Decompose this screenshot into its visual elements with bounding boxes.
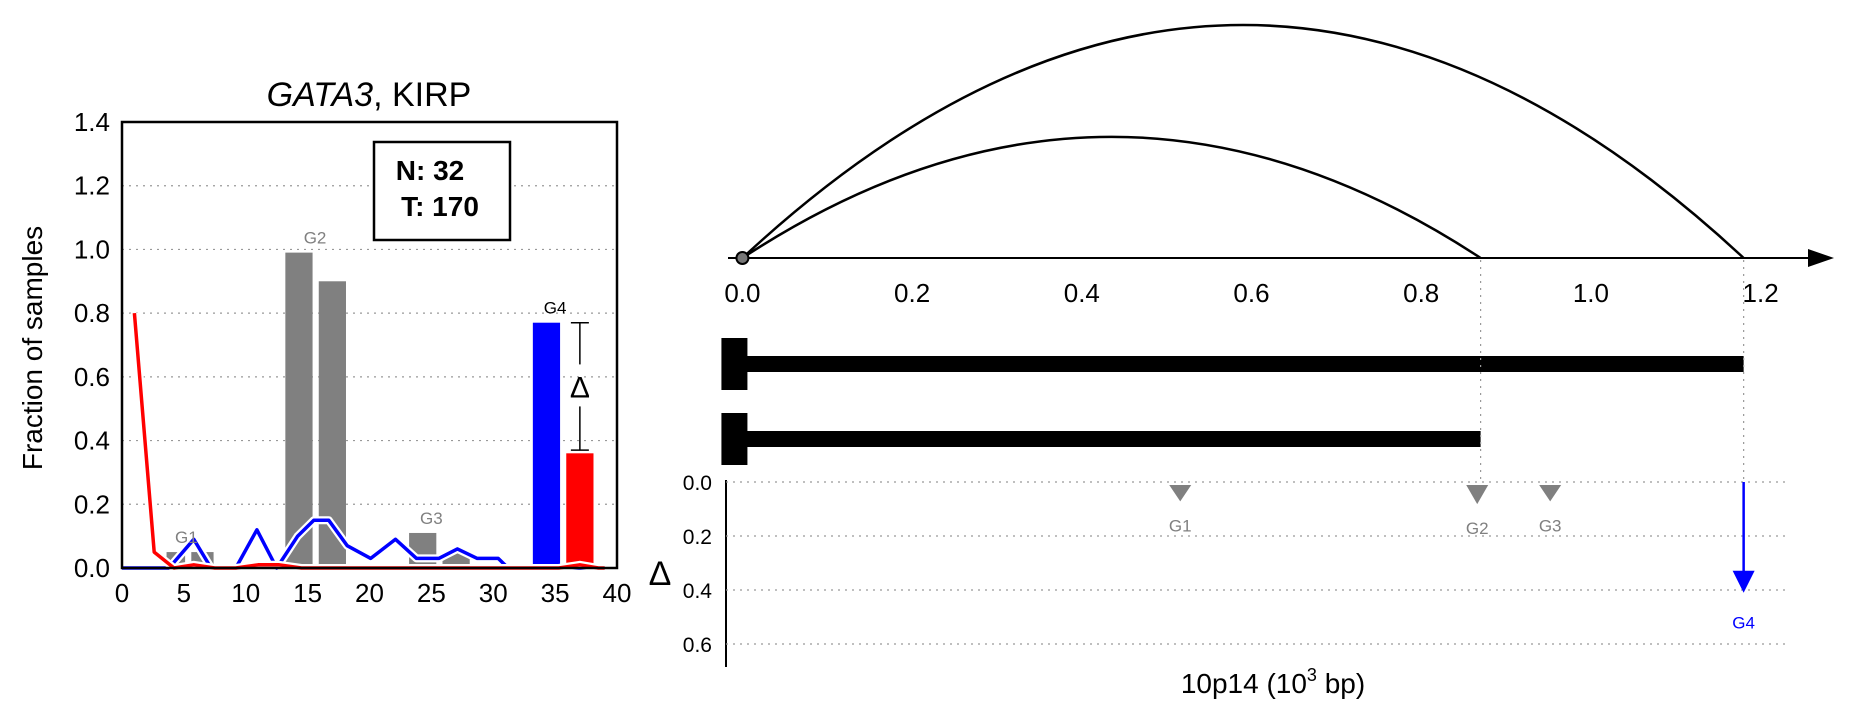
x-tick-label: 5 (177, 578, 191, 608)
normal-bar (532, 322, 561, 565)
y-tick-labels: 0.0 0.2 0.4 0.6 0.8 1.0 1.2 1.4 (74, 107, 110, 583)
genomic-axis-arrowhead (1808, 249, 1834, 267)
genomic-tick-label: 1.2 (1743, 278, 1779, 308)
delta-gridlines (726, 481, 1790, 645)
genomic-tick-label: 1.0 (1573, 278, 1609, 308)
group-label: G3 (420, 509, 443, 528)
delta-triangle (1169, 485, 1192, 502)
right-diagram: 0.0 0.2 0.4 0.6 0.8 1.0 1.2 0.00.20.40.6 Δ G1 G… (649, 23, 1834, 699)
delta-tick-label: 0.4 (683, 580, 713, 603)
x-tick-label: 25 (417, 578, 446, 608)
group-label: G2 (304, 228, 327, 247)
genomic-tick-label: 0.0 (724, 278, 760, 308)
x-tick-label: 10 (231, 578, 260, 608)
genomic-tick-label: 0.2 (894, 278, 930, 308)
delta-triangle (1466, 485, 1489, 505)
junction-arc (741, 135, 1482, 260)
genomic-axis-label-sup: 3 (1307, 665, 1317, 685)
delta-tick-labels: 0.0 0.2 0.4 0.6 (683, 472, 713, 657)
left-chart: GATA3, KIRP Fraction of samples G1 G2 G3 G4… (17, 76, 631, 608)
x-tick-label: 0 (115, 578, 129, 608)
group-label: G4 (544, 299, 567, 318)
delta-tick-label: 0.0 (683, 472, 712, 495)
delta-axis-label: Δ (649, 555, 672, 593)
x-tick-labels: 0 5 10 15 20 25 30 35 40 (115, 578, 632, 608)
genomic-tick-label: 0.6 (1233, 278, 1269, 308)
delta-arrow-head (1732, 570, 1755, 593)
delta-tick-label: 0.2 (683, 526, 712, 549)
normal-line (122, 518, 605, 570)
genomic-tick-label: 0.8 (1403, 278, 1439, 308)
delta-marker: Δ (570, 321, 590, 451)
y-tick-label: 0.4 (74, 426, 110, 456)
tumor-bar (566, 453, 594, 565)
group-labels: G1 G2 G3 G4 (175, 228, 566, 546)
transcript-bars (721, 338, 1744, 465)
plot-frame (120, 120, 619, 570)
chart-title-rest: , KIRP (373, 76, 471, 114)
vertical-guides (1480, 260, 1745, 484)
y-tick-label: 1.0 (74, 234, 110, 264)
x-tick-label: 15 (293, 578, 322, 608)
delta-triangle (1539, 485, 1562, 502)
x-tick-label: 30 (479, 578, 508, 608)
highlight-bars (532, 322, 594, 565)
genomic-tick-labels: 0.0 0.2 0.4 0.6 0.8 1.0 1.2 (724, 278, 1778, 308)
genomic-axis-label: 10p14 (103 bp) (1181, 665, 1365, 699)
delta-tick-label: 0.6 (683, 634, 712, 657)
chart-title: GATA3, KIRP (267, 76, 472, 114)
junction-arcs (741, 23, 1745, 260)
delta-marker-label: G1 (1169, 516, 1192, 535)
junction-arc (741, 23, 1745, 259)
y-tick-label: 0.2 (74, 489, 110, 519)
genomic-axis-label-main: 10p14 (10 (1181, 668, 1307, 699)
transcript-body (740, 431, 1481, 447)
y-axis-label: Fraction of samples (17, 226, 48, 470)
y-tick-label: 0.0 (74, 553, 110, 583)
origin-point (735, 251, 750, 265)
delta-marker-label: G4 (1732, 614, 1755, 633)
x-tick-label: 20 (355, 578, 384, 608)
gray-bar (285, 252, 313, 565)
y-tick-label: 1.4 (74, 107, 110, 137)
transcript-body (740, 356, 1744, 372)
sample-count-frame (372, 140, 512, 242)
y-tick-label: 1.2 (74, 171, 110, 201)
genomic-axis-label-tail: bp) (1317, 668, 1365, 699)
delta-marker-label: G2 (1466, 519, 1489, 538)
tumor-count: T: 170 (401, 191, 479, 222)
chart-title-gene: GATA3 (267, 76, 374, 114)
y-tick-label: 0.8 (74, 298, 110, 328)
normal-count: N: 32 (396, 155, 464, 186)
y-tick-label: 0.6 (74, 362, 110, 392)
group-label: G1 (175, 528, 198, 547)
x-tick-label: 35 (541, 578, 570, 608)
delta-marker-label: G3 (1539, 516, 1562, 535)
sample-count-box: N: 32 T: 170 (372, 140, 512, 242)
delta-markers: G1 G2 G3 G4 (1169, 482, 1755, 633)
delta-symbol: Δ (570, 371, 590, 404)
x-tick-label: 40 (603, 578, 632, 608)
genomic-tick-label: 0.4 (1064, 278, 1100, 308)
